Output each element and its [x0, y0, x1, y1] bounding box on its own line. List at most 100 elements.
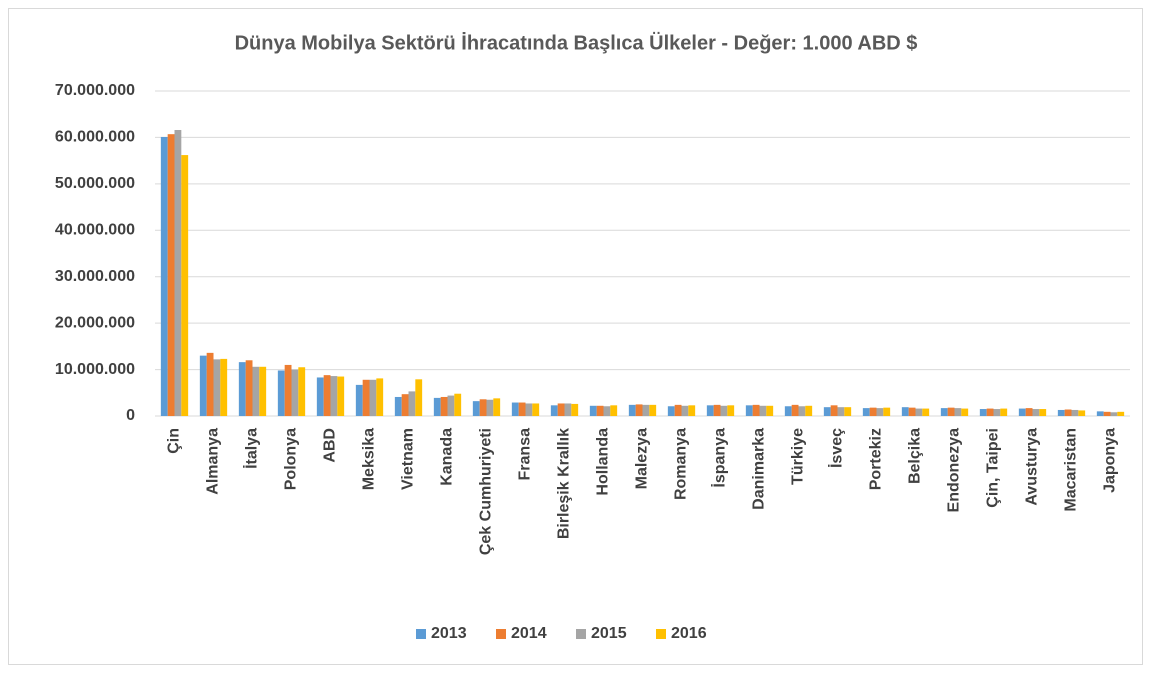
x-tick-label: Fransa [517, 428, 534, 481]
x-tick-label: Macaristan [1063, 428, 1080, 512]
x-tick-label: Hollanda [595, 428, 612, 496]
y-tick-label: 30.000.000 [55, 268, 135, 285]
bar [674, 404, 682, 416]
bar [564, 403, 572, 416]
y-tick-label: 70.000.000 [55, 82, 135, 99]
chart-border [8, 8, 1143, 665]
legend-label: 2013 [431, 625, 467, 642]
bar [844, 407, 852, 416]
legend-label: 2014 [511, 625, 547, 642]
bar [915, 408, 923, 416]
bar [823, 407, 831, 416]
bar [330, 376, 338, 416]
bar [213, 359, 221, 416]
y-tick-label: 20.000.000 [55, 314, 135, 331]
bar [610, 405, 618, 416]
bar [181, 155, 189, 417]
y-tick-label: 50.000.000 [55, 175, 135, 192]
legend-label: 2015 [591, 625, 627, 642]
bar [174, 130, 182, 416]
x-tick-label: Çin [166, 428, 183, 454]
bar [493, 398, 501, 416]
bar [486, 399, 494, 416]
bar [1057, 409, 1065, 416]
bar [571, 403, 579, 416]
legend-swatch [496, 629, 506, 639]
x-tick-label: Belçika [907, 428, 924, 484]
bar [1096, 411, 1104, 416]
bar [784, 406, 792, 416]
bar [876, 408, 884, 416]
bar [720, 405, 728, 416]
bar [394, 396, 402, 416]
bar [837, 407, 845, 416]
x-tick-label: Polonya [283, 428, 300, 490]
bar [745, 405, 753, 416]
bar [798, 406, 806, 416]
bar [284, 364, 292, 416]
x-tick-label: Portekiz [868, 428, 885, 490]
bar [993, 409, 1001, 416]
bar [869, 407, 877, 416]
bar [433, 397, 441, 416]
x-tick-label: Meksika [361, 428, 378, 490]
bar [1103, 411, 1111, 416]
chart-title: Dünya Mobilya Sektörü İhracatında Başlıc… [235, 31, 918, 54]
bar [1000, 408, 1008, 416]
bar [550, 405, 558, 416]
bar [603, 406, 611, 416]
bar [291, 369, 299, 416]
bar [479, 399, 487, 416]
x-tick-label: Kanada [439, 428, 456, 486]
bar [1078, 410, 1086, 416]
x-tick-label: Birleşik Krallık [556, 428, 573, 539]
legend-swatch [656, 629, 666, 639]
bar [667, 406, 675, 416]
x-tick-label: ABD [322, 428, 339, 463]
x-tick-label: İtalya [243, 428, 261, 469]
bar [362, 379, 370, 416]
bar [447, 395, 455, 416]
bar [316, 377, 324, 416]
y-tick-label: 40.000.000 [55, 222, 135, 239]
bar [947, 407, 955, 416]
x-tick-label: İspanya [711, 428, 729, 488]
bar [628, 404, 636, 416]
bar [337, 376, 345, 416]
bar [532, 403, 540, 416]
bar [805, 405, 813, 416]
y-tick-label: 60.000.000 [55, 129, 135, 146]
x-tick-label: Malezya [634, 428, 651, 489]
bar [1032, 409, 1040, 416]
bar [259, 366, 267, 416]
bar [954, 408, 962, 416]
x-tick-label: Türkiye [790, 428, 807, 485]
x-tick-label: Çek Cumhuriyeti [478, 428, 495, 555]
y-tick-label: 0 [126, 407, 135, 424]
bar [277, 370, 285, 416]
legend-swatch [416, 629, 426, 639]
x-tick-label: Çin, Taipei [985, 428, 1002, 508]
bar [401, 394, 409, 416]
bar [298, 367, 306, 416]
bar [408, 391, 416, 416]
bar [220, 358, 228, 416]
bar [589, 405, 597, 416]
bar [1039, 409, 1047, 416]
bar [940, 408, 948, 416]
bar [167, 134, 175, 416]
bar [440, 396, 448, 416]
legend-swatch [576, 629, 586, 639]
bar [901, 407, 909, 416]
bar [1117, 411, 1125, 416]
bar [206, 352, 214, 416]
bar [830, 405, 838, 416]
bar [1025, 408, 1033, 416]
y-tick-label: 10.000.000 [55, 361, 135, 378]
bar [642, 404, 650, 416]
bar [245, 360, 253, 416]
x-tick-label: İsveç [828, 428, 846, 468]
bar [908, 407, 916, 416]
bar [518, 402, 526, 416]
bar [922, 408, 930, 416]
